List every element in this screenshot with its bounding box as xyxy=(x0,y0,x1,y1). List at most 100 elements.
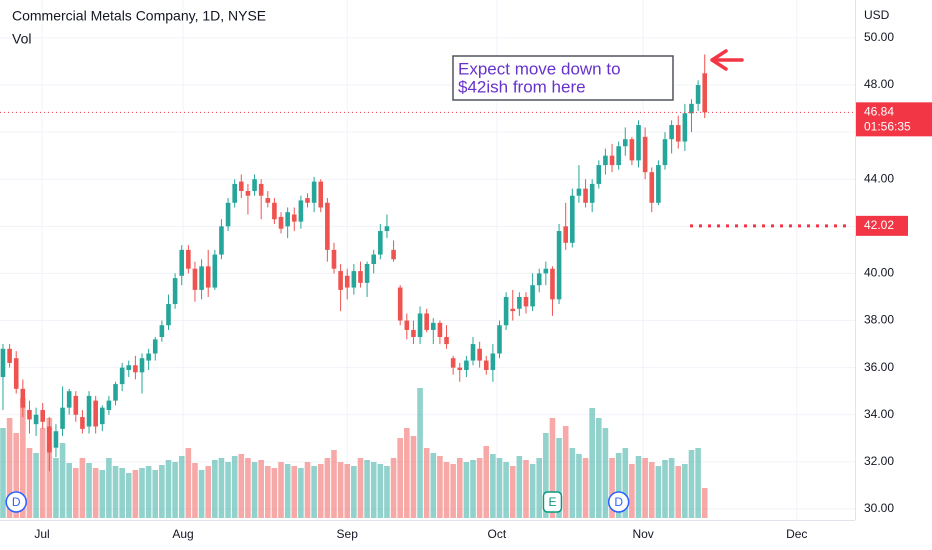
volume-bar xyxy=(125,473,132,518)
candle-body xyxy=(702,73,708,113)
volume-bar xyxy=(536,458,543,518)
last-price-box xyxy=(856,102,932,137)
volume-bar xyxy=(165,460,172,518)
volume-bar xyxy=(20,398,26,518)
volume-bar xyxy=(569,448,576,518)
candle-body xyxy=(27,410,32,420)
volume-bar xyxy=(430,453,437,518)
candle-body xyxy=(536,273,542,286)
candle-body xyxy=(344,275,350,288)
dividend-marker xyxy=(607,491,630,513)
candle-body xyxy=(450,358,456,368)
candle-body xyxy=(338,271,343,290)
volume-bar xyxy=(695,448,701,518)
candle-body xyxy=(126,365,132,370)
volume-bar xyxy=(172,462,178,518)
grid xyxy=(0,0,855,520)
candle-body xyxy=(417,313,423,338)
volume-bar xyxy=(635,456,642,518)
volume-bar xyxy=(304,462,311,518)
volume-bar xyxy=(437,456,443,518)
candle-body xyxy=(411,329,416,338)
candle-body xyxy=(550,268,555,300)
volume-bar xyxy=(701,488,708,518)
candle-body xyxy=(139,358,145,373)
volume-bar xyxy=(470,460,476,518)
volume-bar xyxy=(106,458,112,518)
y-tick-label: 36.00 xyxy=(864,360,894,374)
volume-bar xyxy=(231,456,238,518)
candle-body xyxy=(186,249,191,269)
candle-body xyxy=(93,400,98,427)
volume-bar xyxy=(26,448,33,518)
volume-bar xyxy=(370,462,377,518)
volume-bar xyxy=(205,466,212,518)
candle-body xyxy=(603,155,608,166)
candle-body xyxy=(278,216,284,229)
volume-bar xyxy=(589,408,595,518)
candle-body xyxy=(291,214,297,222)
candle-body xyxy=(675,125,681,142)
volume-bar xyxy=(59,443,66,518)
candle-body xyxy=(179,249,185,276)
candle-body xyxy=(563,226,568,243)
volume-bar xyxy=(562,426,569,518)
candle-body xyxy=(285,212,290,227)
candle-body xyxy=(490,353,496,370)
candle-body xyxy=(636,125,641,161)
candle-body xyxy=(166,304,171,326)
candle-body xyxy=(404,320,410,330)
candle-body xyxy=(384,226,390,232)
candle-body xyxy=(331,249,337,269)
candle-body xyxy=(609,155,615,166)
candle-body xyxy=(530,285,535,307)
candle-body xyxy=(113,384,118,401)
y-tick-label: 44.00 xyxy=(864,171,894,185)
candle-body xyxy=(152,339,158,354)
volume-bar xyxy=(582,458,589,518)
annotation-text: Expect move down to xyxy=(458,59,621,78)
volume-bar xyxy=(278,462,284,518)
candle-layer xyxy=(0,54,708,472)
volume-bar xyxy=(622,448,629,518)
y-tick-label: 30.00 xyxy=(864,501,894,515)
volume-bar xyxy=(86,463,92,518)
candle-body xyxy=(133,365,138,373)
volume-bar xyxy=(33,453,39,518)
volume-bar xyxy=(602,428,609,518)
candle-body xyxy=(232,183,237,203)
candle-body xyxy=(245,190,251,196)
volume-bar xyxy=(112,466,119,518)
arrow xyxy=(710,49,744,71)
volume-layer xyxy=(0,388,708,518)
candle-body xyxy=(397,287,403,321)
candle-body xyxy=(60,407,65,429)
x-tick-label: Aug xyxy=(172,527,193,541)
volume-bar xyxy=(688,450,695,518)
volume-bar xyxy=(549,418,556,518)
x-tick-label: Nov xyxy=(632,527,653,541)
candle-body xyxy=(80,417,85,429)
volume-bar xyxy=(615,453,622,518)
volume-bar xyxy=(682,464,688,518)
candle-body xyxy=(503,296,509,326)
y-tick-label: 40.00 xyxy=(864,266,894,280)
volume-bar xyxy=(139,468,145,518)
volume-bar xyxy=(132,470,139,518)
volume-bar xyxy=(317,464,324,518)
volume-bar xyxy=(516,456,523,518)
volume-bar xyxy=(198,470,205,518)
volume-bar xyxy=(324,458,331,518)
candle-body xyxy=(239,181,244,191)
volume-bar xyxy=(238,454,245,518)
volume-bar xyxy=(192,463,198,518)
y-tick-label: 38.00 xyxy=(864,313,894,327)
candle-body xyxy=(391,249,396,260)
volume-bar xyxy=(337,462,344,518)
volume-bar xyxy=(53,458,59,518)
candle-body xyxy=(669,125,674,140)
volume-bar xyxy=(0,428,6,518)
volume-bar xyxy=(351,466,357,518)
candle-body xyxy=(106,400,112,411)
volume-bar xyxy=(384,466,390,518)
